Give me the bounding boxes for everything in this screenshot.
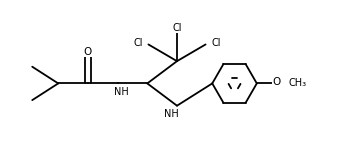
Text: NH: NH	[114, 87, 129, 97]
Text: O: O	[84, 47, 92, 57]
Text: Cl: Cl	[172, 23, 182, 33]
Text: O: O	[273, 77, 281, 87]
Text: NH: NH	[164, 109, 179, 119]
Text: Cl: Cl	[133, 38, 143, 48]
Text: CH₃: CH₃	[289, 78, 307, 88]
Text: Cl: Cl	[211, 38, 221, 48]
